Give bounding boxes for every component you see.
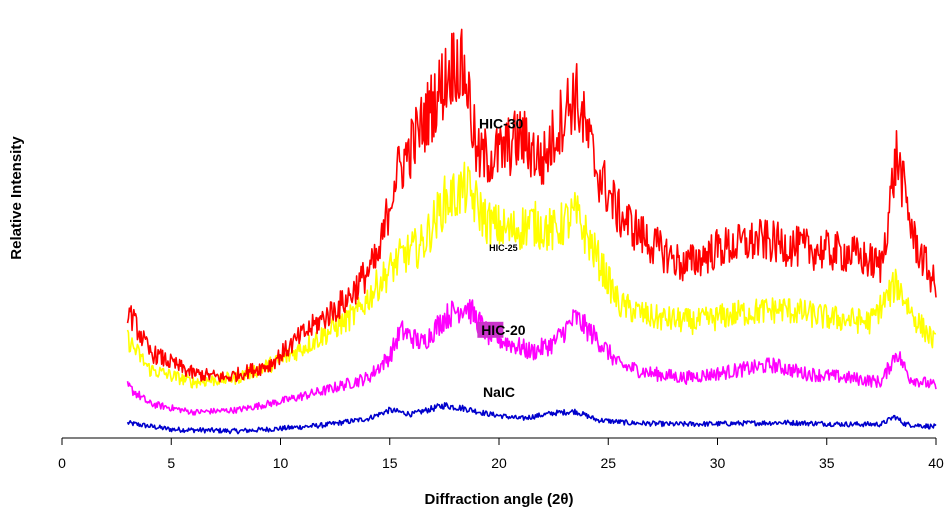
series-line-hic-20	[126, 298, 937, 416]
series-label-hic-20: HIC-20	[481, 322, 526, 338]
series-line-hic-25	[126, 161, 937, 389]
x-tick-label: 5	[167, 455, 175, 471]
series-label-hic-30: HIC-30	[479, 115, 524, 131]
x-tick-label: 30	[710, 455, 726, 471]
x-tick-label: 15	[382, 455, 398, 471]
x-tick-label: 0	[58, 455, 66, 471]
y-axis-title: Relative Intensity	[8, 136, 25, 260]
series-layer	[126, 28, 937, 435]
x-ticks: 0 5 10 15 20 25 30 35 40	[58, 438, 944, 471]
x-tick-label: 40	[928, 455, 944, 471]
x-tick-label: 25	[600, 455, 616, 471]
series-labels: HIC-30 HIC-25 HIC-20 NaIC	[477, 115, 526, 400]
series-line-hic-30	[126, 28, 937, 383]
x-tick-label: 10	[273, 455, 289, 471]
x-tick-label: 20	[491, 455, 507, 471]
x-axis-title: Diffraction angle (2θ)	[425, 491, 574, 508]
label-highlight	[477, 321, 504, 338]
series-line-naic	[126, 402, 937, 435]
x-tick-label: 35	[819, 455, 835, 471]
series-label-naic: NaIC	[483, 384, 515, 400]
series-label-hic-25: HIC-25	[489, 243, 518, 253]
